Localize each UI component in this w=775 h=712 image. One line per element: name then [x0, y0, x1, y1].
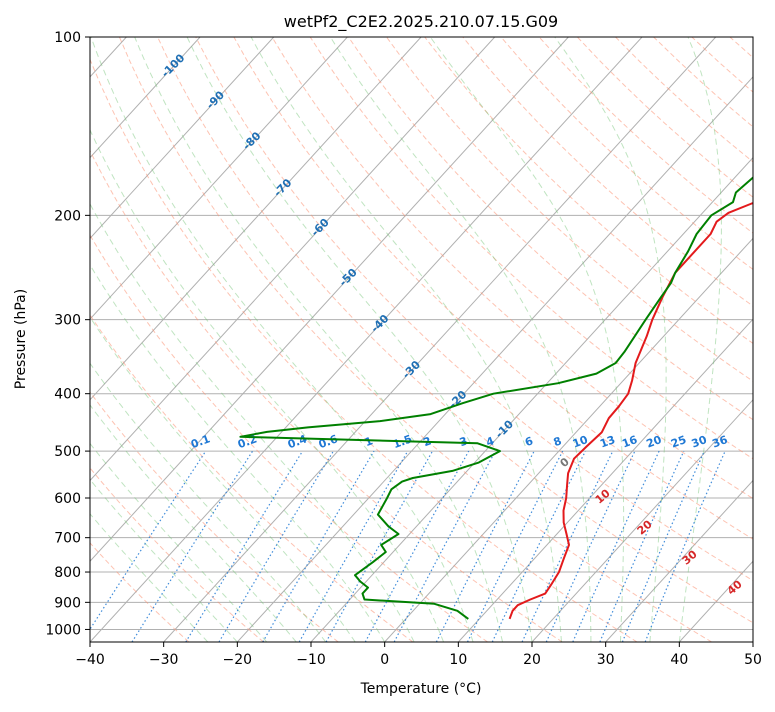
y-tick-label: 500 [54, 444, 81, 460]
x-tick-label: 30 [597, 652, 615, 668]
x-tick-label: 0 [380, 652, 389, 668]
y-tick-label: 300 [54, 313, 81, 329]
y-tick-label: 400 [54, 387, 81, 403]
y-tick-label: 200 [54, 208, 81, 224]
x-tick-label: −10 [296, 652, 326, 668]
x-tick-label: 40 [670, 652, 688, 668]
x-tick-label: 10 [449, 652, 467, 668]
x-tick-label: −20 [223, 652, 253, 668]
y-tick-label: 100 [54, 30, 81, 46]
x-tick-label: 50 [744, 652, 762, 668]
x-tick-label: 20 [523, 652, 541, 668]
x-tick-label: −30 [149, 652, 179, 668]
chart-title: wetPf2_C2E2.2025.210.07.15.G09 [284, 12, 558, 32]
x-axis-label: Temperature (°C) [360, 681, 482, 697]
y-axis-label: Pressure (hPa) [13, 289, 29, 389]
y-tick-label: 600 [54, 491, 81, 507]
y-tick-label: 700 [54, 531, 81, 547]
y-tick-label: 800 [54, 565, 81, 581]
y-tick-label: 1000 [45, 622, 81, 638]
x-tick-label: −40 [75, 652, 105, 668]
y-tick-label: 900 [54, 595, 81, 611]
